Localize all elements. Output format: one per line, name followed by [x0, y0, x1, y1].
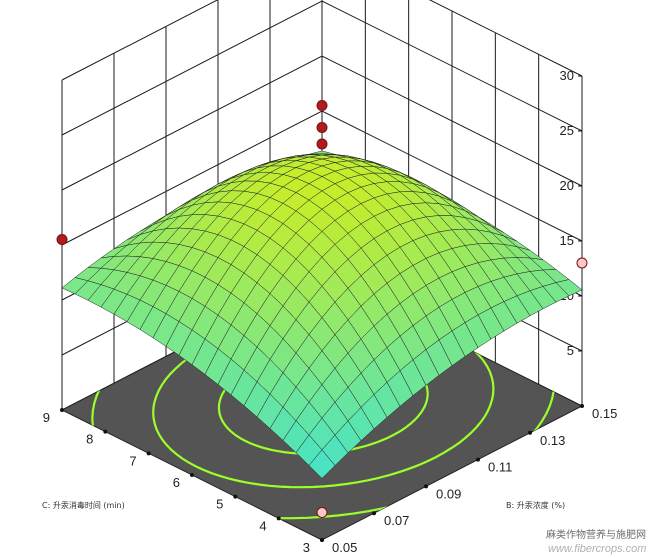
x-tick-label: 3 [303, 540, 310, 555]
y-tick-mark [580, 404, 584, 408]
watermark-url: www.fibercrops.com [548, 543, 646, 555]
x-tick-mark [233, 494, 238, 499]
y-tick-mark [528, 430, 532, 435]
x-axis-c: 3 4 5 6 7 8 9 [43, 408, 324, 555]
y-tick-label: 0.13 [540, 433, 565, 448]
x-tick-mark [103, 429, 108, 434]
design-point [316, 138, 328, 150]
x-tick-mark [60, 408, 64, 412]
z-axis: 51015202530 [560, 68, 582, 358]
design-point [576, 257, 588, 269]
x-tick-mark [190, 473, 194, 477]
back-walls-grid [61, 0, 583, 540]
y-axis-b: 0.05 0.07 0.09 0.11 0.13 0.15 [320, 404, 617, 555]
y-tick-label: 0.09 [436, 486, 461, 501]
y-tick-label: 0.05 [332, 540, 357, 555]
x-tick-label: 7 [129, 453, 136, 468]
response-surface [61, 150, 583, 479]
watermark-text: 麻类作物营养与施肥网 [546, 528, 646, 541]
x-tick-label: 4 [259, 518, 266, 533]
y-axis-title: B: 升汞浓度 (%) [506, 500, 565, 510]
x-tick-label: 6 [173, 475, 180, 490]
z-tick-label: 30 [560, 68, 574, 83]
y-tick-mark [372, 511, 376, 516]
design-point [56, 234, 68, 245]
y-tick-label: 0.07 [384, 513, 409, 528]
design-point [316, 122, 328, 133]
y-tick-mark [424, 484, 428, 489]
y-tick-mark [320, 538, 324, 542]
z-tick-label: 20 [560, 178, 574, 193]
y-tick-mark [476, 457, 480, 462]
x-tick-label: 5 [216, 497, 223, 512]
x-tick-label: 8 [86, 432, 93, 447]
z-tick-label: 15 [560, 233, 574, 248]
surface-patch [308, 449, 336, 479]
z-tick-label: 25 [560, 123, 574, 138]
design-point [316, 100, 328, 111]
x-tick-mark [146, 451, 151, 456]
x-tick-mark [276, 516, 281, 521]
x-axis-title: C: 升汞消毒时间 (min) [42, 500, 125, 510]
design-points [56, 100, 588, 518]
x-tick-label: 9 [43, 410, 50, 425]
y-tick-label: 0.15 [592, 406, 617, 421]
design-point [316, 507, 328, 518]
y-tick-label: 0.11 [488, 460, 512, 475]
z-tick-label: 5 [567, 343, 574, 358]
